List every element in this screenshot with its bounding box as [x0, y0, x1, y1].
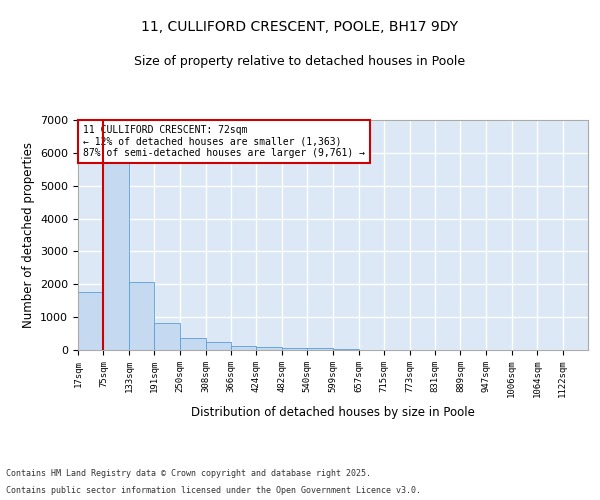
Bar	[256, 347, 282, 350]
X-axis label: Distribution of detached houses by size in Poole: Distribution of detached houses by size …	[191, 406, 475, 418]
Bar	[282, 348, 307, 350]
Text: 11, CULLIFORD CRESCENT, POOLE, BH17 9DY: 11, CULLIFORD CRESCENT, POOLE, BH17 9DY	[142, 20, 458, 34]
Bar	[154, 323, 180, 350]
Text: 11 CULLIFORD CRESCENT: 72sqm
← 12% of detached houses are smaller (1,363)
87% of: 11 CULLIFORD CRESCENT: 72sqm ← 12% of de…	[83, 124, 365, 158]
Bar	[180, 338, 206, 350]
Bar	[333, 349, 359, 350]
Text: Contains HM Land Registry data © Crown copyright and database right 2025.: Contains HM Land Registry data © Crown c…	[6, 468, 371, 477]
Bar	[206, 342, 231, 350]
Bar	[231, 346, 256, 350]
Bar	[307, 348, 333, 350]
Text: Contains public sector information licensed under the Open Government Licence v3: Contains public sector information licen…	[6, 486, 421, 495]
Bar	[78, 292, 103, 350]
Bar	[129, 282, 154, 350]
Y-axis label: Number of detached properties: Number of detached properties	[22, 142, 35, 328]
Bar	[103, 159, 129, 350]
Text: Size of property relative to detached houses in Poole: Size of property relative to detached ho…	[134, 55, 466, 68]
